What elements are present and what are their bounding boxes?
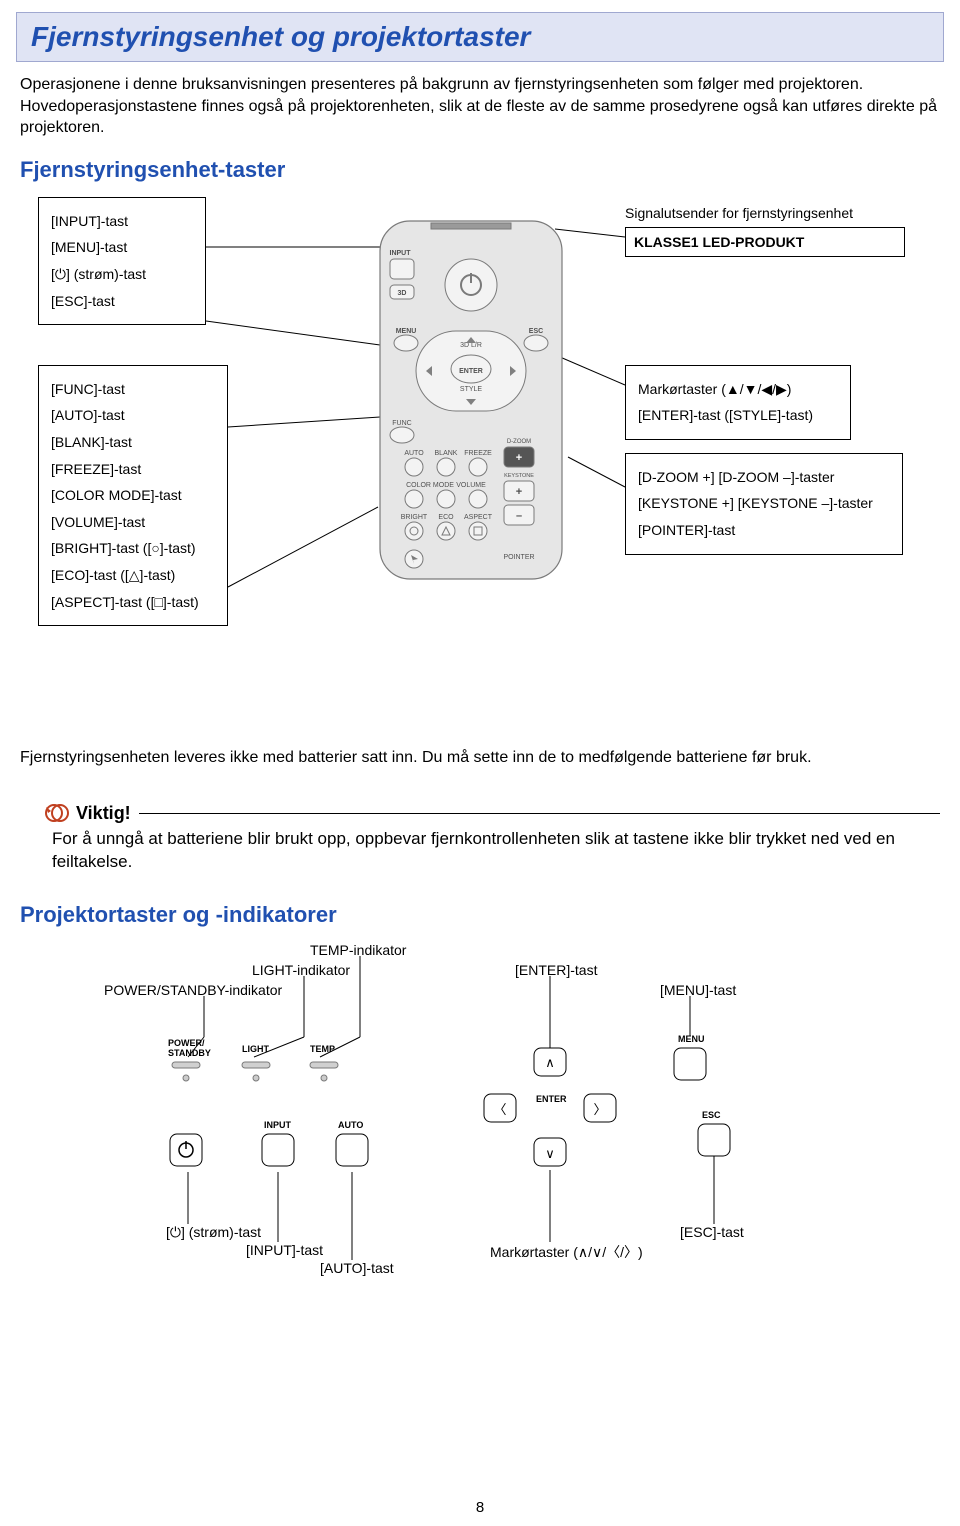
label-menu-key: [MENU]-tast — [51, 234, 193, 261]
important-label: Viktig! — [76, 803, 131, 824]
label-freeze-key: [FREEZE]-tast — [51, 456, 215, 483]
svg-text:TEMP: TEMP — [310, 1044, 335, 1054]
svg-text:ENTER: ENTER — [459, 368, 483, 375]
battery-note: Fjernstyringsenheten leveres ikke med ba… — [20, 747, 940, 769]
svg-text:VOLUME: VOLUME — [456, 482, 486, 489]
label-esc-key: [ESC]-tast — [51, 288, 193, 315]
svg-text:AUTO: AUTO — [338, 1120, 363, 1130]
page-title: Fjernstyringsenhet og projektortaster — [31, 21, 929, 53]
section-heading-remote: Fjernstyringsenhet-taster — [20, 157, 940, 183]
svg-text:ENTER: ENTER — [536, 1094, 567, 1104]
svg-text:COLOR MODE: COLOR MODE — [406, 482, 454, 489]
label-esc-key-proj: [ESC]-tast — [680, 1224, 744, 1240]
svg-text:POWER/: POWER/ — [168, 1038, 205, 1048]
remote-box-bottom-right: [D-ZOOM +] [D-ZOOM –]-taster [KEYSTONE +… — [625, 453, 903, 555]
svg-text:–: – — [516, 510, 522, 522]
svg-text:〉: 〉 — [593, 1102, 606, 1117]
svg-text:+: + — [516, 486, 522, 498]
label-dzoom-keys: [D-ZOOM +] [D-ZOOM –]-taster — [638, 464, 890, 491]
svg-text:INPUT: INPUT — [264, 1120, 292, 1130]
svg-text:ESC: ESC — [702, 1110, 721, 1120]
projector-svg: POWER/ STANDBY LIGHT TEMP INPUT AUTO MEN… — [20, 942, 940, 1302]
svg-text:BRIGHT: BRIGHT — [401, 514, 428, 521]
important-icon — [44, 800, 70, 826]
svg-text:MENU: MENU — [396, 328, 417, 335]
label-power-key: [⏻] (strøm)-tast — [51, 261, 193, 288]
label-bright-key: [BRIGHT]-tast ([○]-tast) — [51, 535, 215, 562]
svg-text:ASPECT: ASPECT — [464, 514, 493, 521]
label-colormode-key: [COLOR MODE]-tast — [51, 482, 215, 509]
label-led-class: KLASSE1 LED-PRODUKT — [625, 227, 905, 257]
label-signal-emitter: Signalutsender for fjernstyringsenhet — [625, 205, 905, 221]
label-aspect-key: [ASPECT]-tast ([□]-tast) — [51, 589, 215, 616]
svg-text:〈: 〈 — [493, 1102, 506, 1117]
label-volume-key: [VOLUME]-tast — [51, 509, 215, 536]
important-text: For å unngå at batteriene blir brukt opp… — [52, 828, 940, 874]
label-keystone-keys: [KEYSTONE +] [KEYSTONE –]-taster — [638, 490, 890, 517]
svg-text:FREEZE: FREEZE — [464, 450, 492, 457]
label-power-key-proj: [⏻] (strøm)-tast — [166, 1224, 261, 1241]
svg-text:FUNC: FUNC — [392, 420, 411, 427]
remote-illustration: .rs{stroke:#7a7a7a;stroke-width:1.2;fill… — [376, 215, 566, 585]
svg-text:∧: ∧ — [545, 1055, 555, 1070]
remote-box-bottom-left: [FUNC]-tast [AUTO]-tast [BLANK]-tast [FR… — [38, 365, 228, 626]
label-input-key: [INPUT]-tast — [51, 208, 193, 235]
svg-text:MENU: MENU — [678, 1034, 705, 1044]
label-auto-key: [AUTO]-tast — [51, 402, 215, 429]
power-icon: ⏻ — [55, 266, 66, 282]
label-cursor-keys: Markørtaster (▲/▼/◀/▶) — [638, 376, 838, 403]
svg-text:LIGHT: LIGHT — [242, 1044, 269, 1054]
svg-text:BLANK: BLANK — [435, 450, 458, 457]
projector-diagram: TEMP-indikator LIGHT-indikator POWER/STA… — [20, 942, 940, 1302]
section-heading-projector: Projektortaster og -indikatorer — [20, 902, 940, 928]
label-eco-key: [ECO]-tast ([△]-tast) — [51, 562, 215, 589]
svg-text:∨: ∨ — [545, 1146, 555, 1161]
remote-box-top-left: [INPUT]-tast [MENU]-tast [⏻] (strøm)-tas… — [38, 197, 206, 325]
svg-text:STANDBY: STANDBY — [168, 1048, 211, 1058]
svg-text:3D L/R: 3D L/R — [460, 342, 482, 349]
label-func-key: [FUNC]-tast — [51, 376, 215, 403]
svg-text:INPUT: INPUT — [390, 250, 412, 257]
remote-box-mid-right: Markørtaster (▲/▼/◀/▶) [ENTER]-tast ([ST… — [625, 365, 851, 440]
svg-text:3D: 3D — [398, 290, 407, 297]
svg-text:+: + — [516, 452, 522, 464]
svg-text:ESC: ESC — [529, 328, 543, 335]
label-cursor-keys-proj: Markørtaster (∧/∨/〈/〉) — [490, 1242, 643, 1262]
intro-paragraph: Operasjonene i denne bruksanvisningen pr… — [20, 74, 940, 139]
label-enter-style-key: [ENTER]-tast ([STYLE]-tast) — [638, 402, 838, 429]
svg-text:AUTO: AUTO — [404, 450, 424, 457]
label-input-key-proj: [INPUT]-tast — [246, 1242, 323, 1258]
svg-text:POINTER: POINTER — [503, 554, 534, 561]
remote-box-top-right: Signalutsender for fjernstyringsenhet KL… — [625, 205, 905, 257]
power-icon: ⏻ — [170, 1224, 181, 1240]
svg-text:STYLE: STYLE — [460, 386, 483, 393]
svg-text:D-ZOOM: D-ZOOM — [507, 439, 531, 445]
label-blank-key: [BLANK]-tast — [51, 429, 215, 456]
important-header-row: Viktig! — [44, 800, 940, 826]
important-rule — [139, 813, 940, 814]
label-pointer-key: [POINTER]-tast — [638, 517, 890, 544]
remote-layout: [INPUT]-tast [MENU]-tast [⏻] (strøm)-tas… — [20, 197, 940, 697]
svg-text:KEYSTONE: KEYSTONE — [504, 473, 534, 479]
title-banner: Fjernstyringsenhet og projektortaster — [16, 12, 944, 62]
label-auto-key-proj: [AUTO]-tast — [320, 1260, 394, 1276]
page-number: 8 — [0, 1499, 960, 1516]
svg-text:ECO: ECO — [438, 514, 454, 521]
